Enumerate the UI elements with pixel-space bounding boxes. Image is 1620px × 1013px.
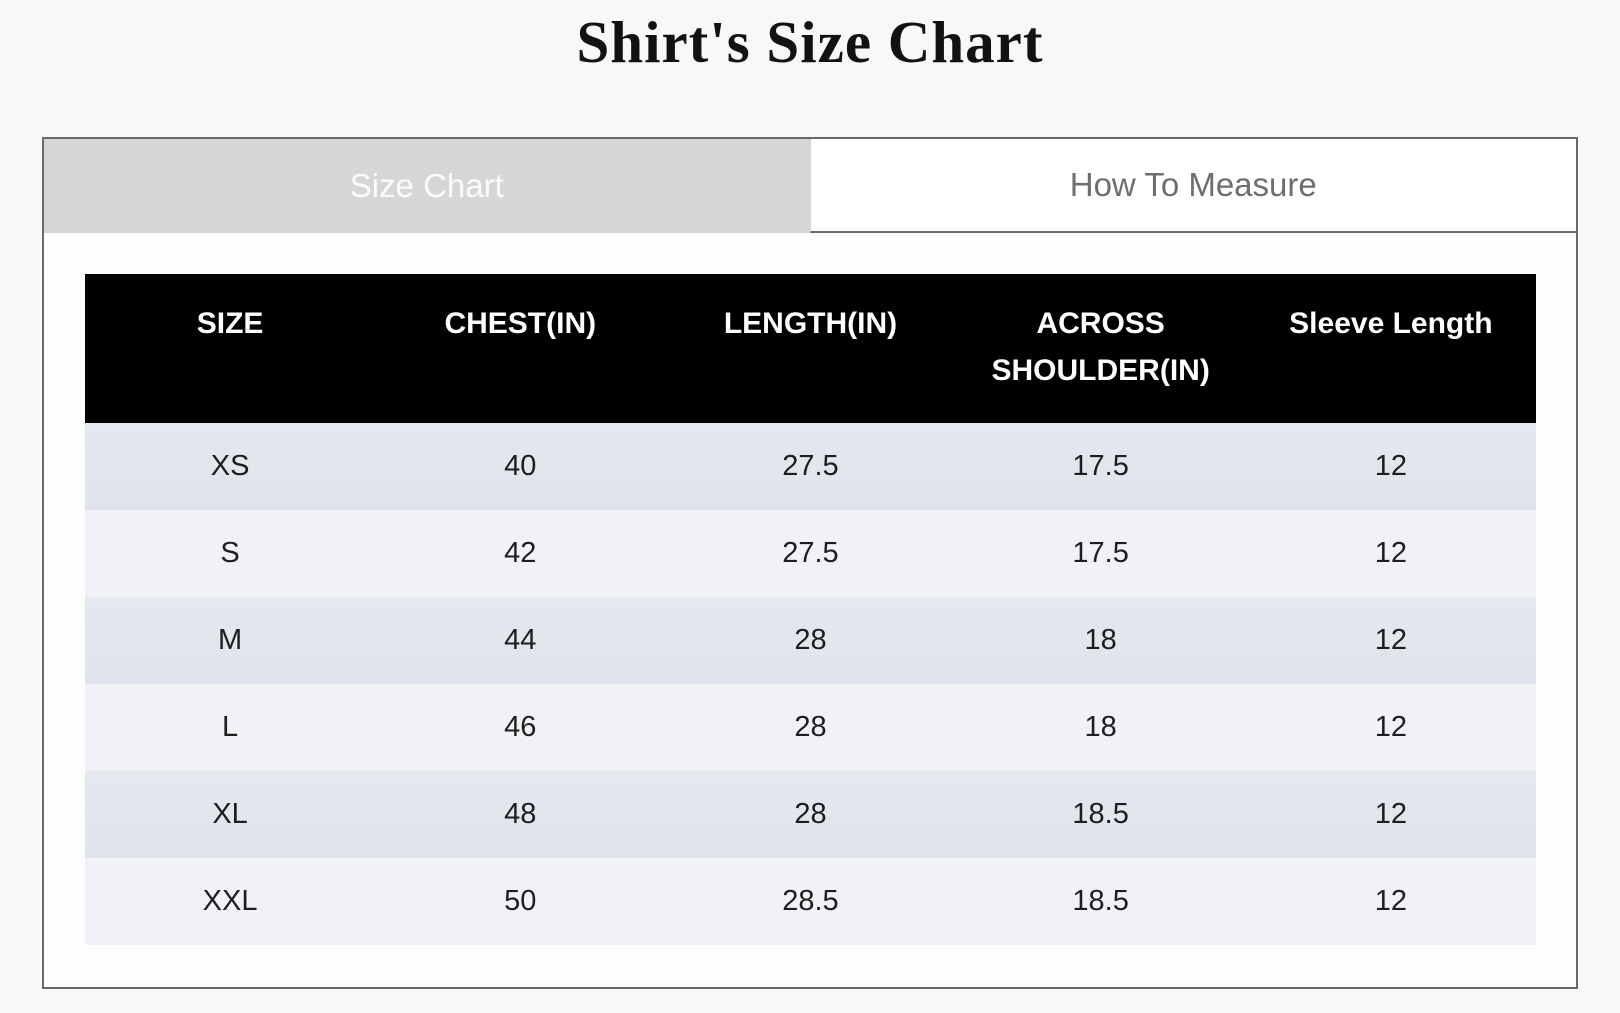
- table-cell: XS: [85, 422, 376, 510]
- table-cell: 28: [665, 770, 956, 858]
- table-cell: 12: [1245, 683, 1536, 771]
- table-cell: 40: [375, 422, 666, 510]
- table-cell: 17.5: [955, 422, 1246, 510]
- table-cell: M: [85, 596, 376, 684]
- table-cell: 27.5: [665, 509, 956, 597]
- table-cell: XL: [85, 770, 376, 858]
- table-row: XS 40 27.5 17.5 12: [85, 422, 1536, 510]
- table-cell: 28: [665, 683, 956, 771]
- tab-size-chart[interactable]: Size Chart: [44, 138, 810, 233]
- table-row: XL 48 28 18.5 12: [85, 770, 1536, 858]
- table-cell: 50: [375, 857, 666, 945]
- table-cell: 48: [375, 770, 666, 858]
- table-cell: 28.5: [665, 857, 956, 945]
- table-cell: 12: [1245, 770, 1536, 858]
- table-cell: 28: [665, 596, 956, 684]
- table-cell: 12: [1245, 596, 1536, 684]
- table-cell: 27.5: [665, 422, 956, 510]
- column-header: LENGTH(IN): [665, 273, 956, 423]
- table-cell: 17.5: [955, 509, 1246, 597]
- table-cell: 46: [375, 683, 666, 771]
- tab-bar: Size Chart How To Measure: [44, 138, 1576, 233]
- table-cell: 44: [375, 596, 666, 684]
- table-cell: L: [85, 683, 376, 771]
- table-row: S 42 27.5 17.5 12: [85, 509, 1536, 597]
- table-cell: 12: [1245, 422, 1536, 510]
- column-header: SIZE: [85, 273, 376, 423]
- tab-how-to-measure[interactable]: How To Measure: [809, 138, 1576, 233]
- column-header: ACROSS SHOULDER(IN): [955, 273, 1246, 423]
- table-cell: 18: [955, 683, 1246, 771]
- size-table: SIZE CHEST(IN) LENGTH(IN) ACROSS SHOULDER(I…: [85, 273, 1536, 945]
- table-row: XXL 50 28.5 18.5 12: [85, 857, 1536, 945]
- size-table-head: SIZE CHEST(IN) LENGTH(IN) ACROSS SHOULDER(I…: [85, 273, 1536, 423]
- table-row: M 44 28 18 12: [85, 596, 1536, 684]
- column-header: Sleeve Length: [1245, 273, 1536, 423]
- size-table-body: XS 40 27.5 17.5 12 S 42 27.5 17.5 12 M 44 28 18 12 L 46 2…: [85, 422, 1536, 945]
- table-cell: 12: [1245, 509, 1536, 597]
- table-cell: S: [85, 509, 376, 597]
- column-header: CHEST(IN): [375, 273, 666, 423]
- table-cell: 18.5: [955, 857, 1246, 945]
- table-row: L 46 28 18 12: [85, 683, 1536, 771]
- page-title: Shirt's Size Chart: [576, 9, 1044, 75]
- size-chart-panel: Size Chart How To Measure SIZE CHEST(IN) L…: [42, 136, 1578, 989]
- table-cell: 42: [375, 509, 666, 597]
- table-cell: 18.5: [955, 770, 1246, 858]
- size-table-head-row: SIZE CHEST(IN) LENGTH(IN) ACROSS SHOULDER(I…: [85, 273, 1536, 423]
- size-table-container: SIZE CHEST(IN) LENGTH(IN) ACROSS SHOULDER(I…: [44, 233, 1576, 945]
- table-cell: 18: [955, 596, 1246, 684]
- table-cell: XXL: [85, 857, 376, 945]
- table-cell: 12: [1245, 857, 1536, 945]
